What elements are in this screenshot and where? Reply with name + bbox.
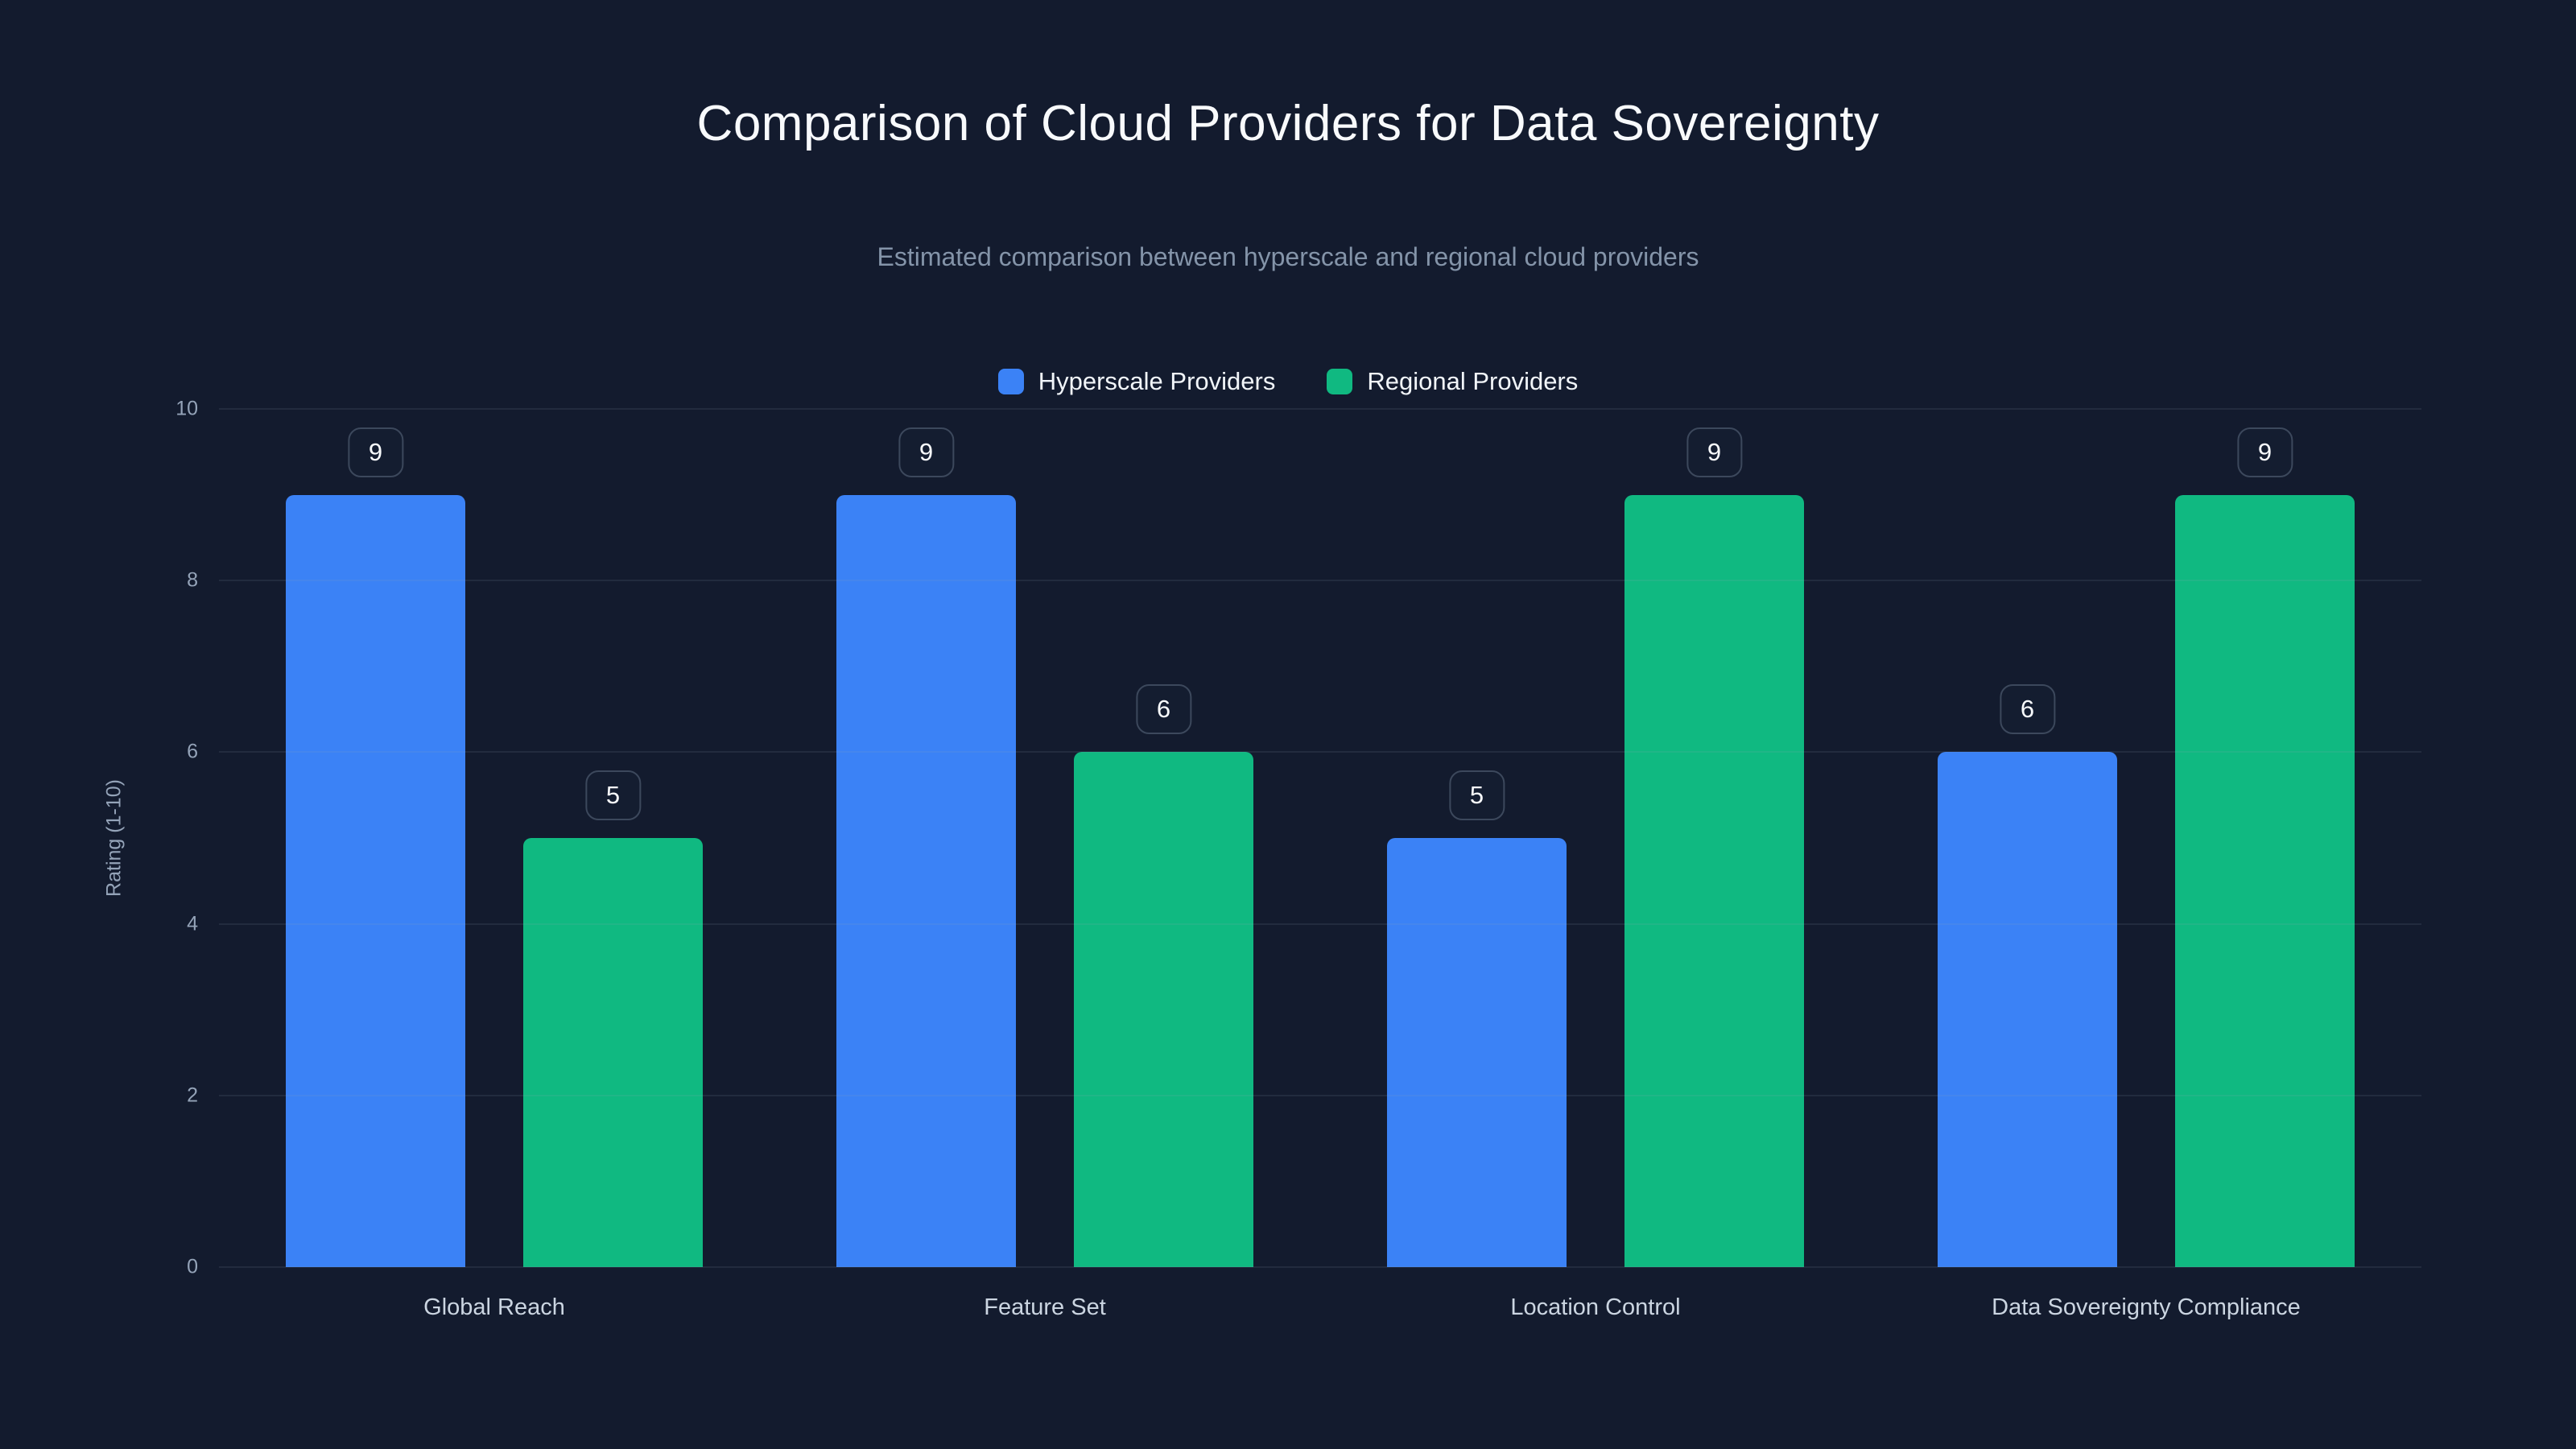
- gridline-2: 2: [187, 1084, 2421, 1106]
- y-tick-label: 2: [187, 1084, 198, 1107]
- value-label-regional-providers-global-reach: 5: [584, 770, 642, 820]
- value-label-regional-providers-data-sovereignty-compliance: 9: [2236, 427, 2293, 477]
- legend-item-regional-providers: Regional Providers: [1327, 367, 1578, 396]
- bar-regional-providers-location-control: [1624, 494, 1804, 1267]
- x-axis-label-location-control: Location Control: [1510, 1294, 1681, 1320]
- bar-regional-providers-feature-set: [1074, 752, 1253, 1267]
- x-axis-label-data-sovereignty-compliance: Data Sovereignty Compliance: [1992, 1294, 2301, 1320]
- value-label-regional-providers-feature-set: 6: [1135, 684, 1192, 735]
- y-tick-label: 0: [187, 1255, 198, 1278]
- bar-hyperscale-providers-feature-set: [836, 494, 1016, 1267]
- bar-regional-providers-global-reach: [523, 838, 703, 1267]
- legend-label: Regional Providers: [1367, 367, 1579, 395]
- bar-wrap-regional-providers-data-sovereignty-compliance: 9: [2175, 427, 2355, 1267]
- gridline-8: 8: [187, 569, 2421, 592]
- value-label-hyperscale-providers-location-control: 5: [1448, 770, 1505, 820]
- value-label-regional-providers-location-control: 9: [1686, 427, 1743, 477]
- value-label-hyperscale-providers-data-sovereignty-compliance: 6: [1999, 684, 2056, 735]
- bar-wrap-hyperscale-providers-global-reach: 9: [286, 427, 465, 1267]
- bar-wrap-regional-providers-feature-set: 6: [1074, 684, 1253, 1267]
- legend-swatch-regional-providers: [1327, 369, 1353, 394]
- gridline-10: 10: [175, 398, 2421, 420]
- bar-wrap-hyperscale-providers-location-control: 5: [1387, 770, 1567, 1267]
- legend-label: Hyperscale Providers: [1038, 367, 1276, 395]
- legend-item-hyperscale-providers: Hyperscale Providers: [997, 367, 1276, 396]
- bar-hyperscale-providers-data-sovereignty-compliance: [1938, 752, 2117, 1267]
- gridline-0: 0: [187, 1256, 2421, 1278]
- bar-wrap-regional-providers-location-control: 9: [1624, 427, 1804, 1267]
- x-axis-label-feature-set: Feature Set: [984, 1294, 1106, 1320]
- y-tick-label: 10: [175, 397, 198, 420]
- bar-hyperscale-providers-location-control: [1387, 838, 1567, 1267]
- y-tick-label: 6: [187, 740, 198, 763]
- y-axis-title: Rating (1-10): [102, 779, 126, 897]
- gridline-4: 4: [187, 912, 2421, 935]
- gridline-6: 6: [187, 741, 2421, 763]
- x-axis-label-global-reach: Global Reach: [423, 1294, 565, 1320]
- y-tick-label: 4: [187, 912, 198, 935]
- legend: Hyperscale Providers Regional Providers: [0, 367, 2576, 396]
- bar-wrap-hyperscale-providers-feature-set: 9: [836, 427, 1016, 1267]
- x-axis-labels: Global Reach Feature Set Location Control D…: [0, 1294, 2576, 1321]
- y-tick-label: 8: [187, 568, 198, 592]
- value-label-hyperscale-providers-global-reach: 9: [347, 427, 404, 477]
- bar-hyperscale-providers-global-reach: [286, 494, 465, 1267]
- bar-wrap-hyperscale-providers-data-sovereignty-compliance: 6: [1938, 684, 2117, 1267]
- legend-swatch-hyperscale-providers: [997, 369, 1024, 394]
- chart-subtitle: Estimated comparison between hyperscale …: [877, 242, 1699, 271]
- value-label-hyperscale-providers-feature-set: 9: [898, 427, 955, 477]
- bar-regional-providers-data-sovereignty-compliance: [2175, 494, 2355, 1267]
- bar-wrap-regional-providers-global-reach: 5: [523, 770, 703, 1267]
- chart-title: Comparison of Cloud Providers for Data S…: [696, 96, 1880, 151]
